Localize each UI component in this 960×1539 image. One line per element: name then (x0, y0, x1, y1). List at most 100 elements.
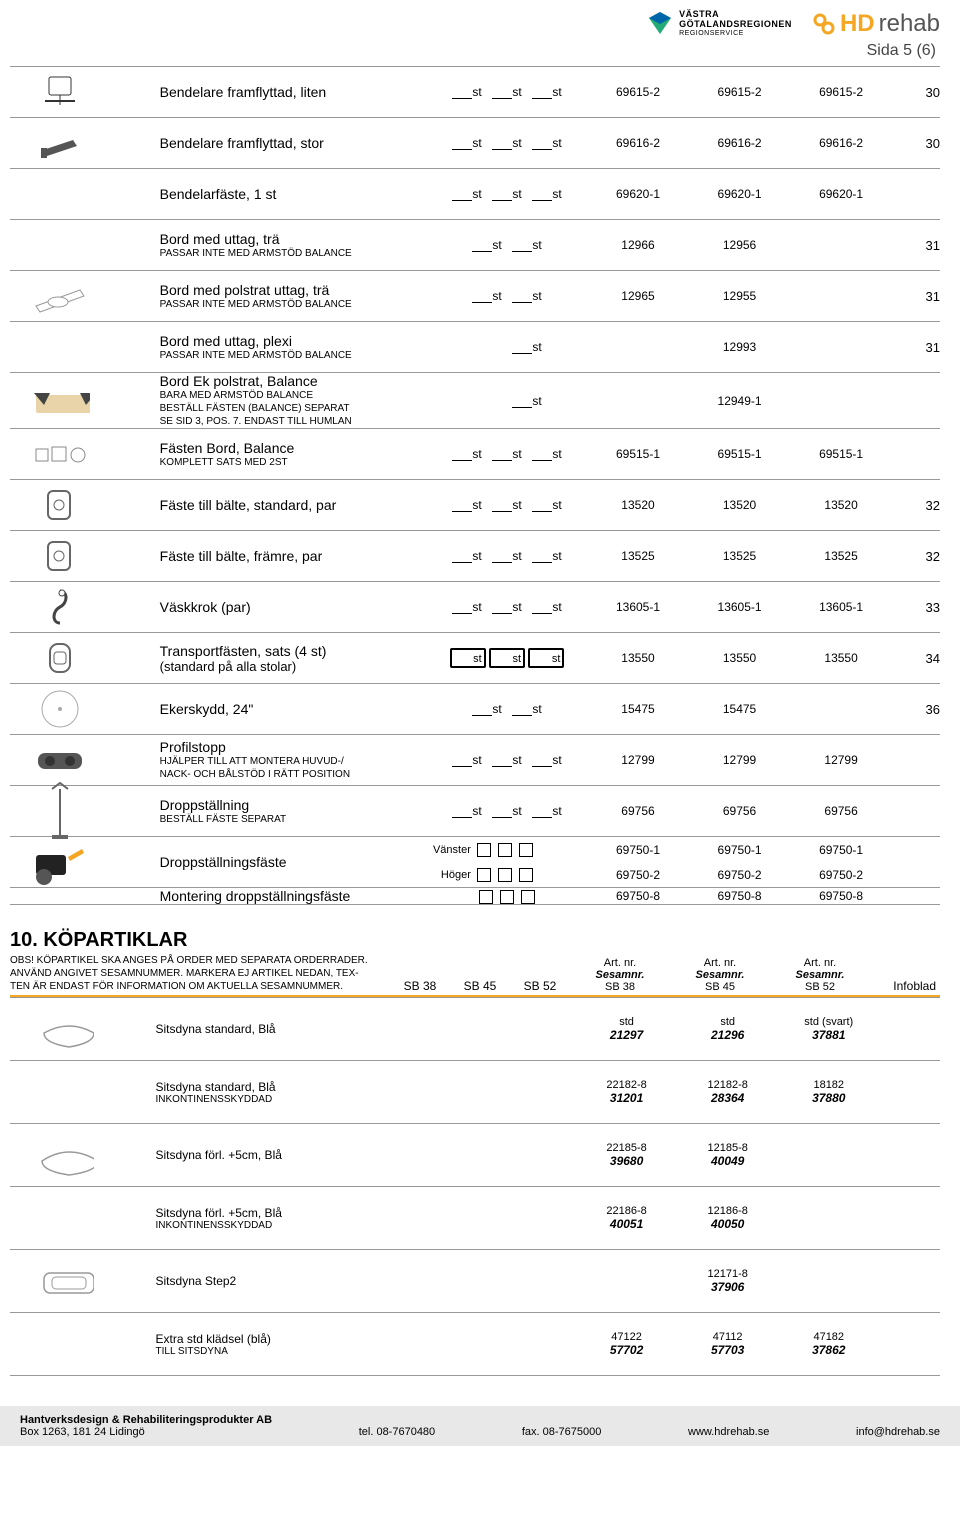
code-sb45: std21296 (677, 998, 778, 1061)
product-icon (30, 376, 90, 426)
row-title: Bord Ek polstrat, Balance (160, 373, 427, 389)
product-icon (30, 118, 90, 168)
qty-cell[interactable]: ststst (427, 169, 587, 220)
table-row: Fästen Bord, BalanceKOMPLETT SATS MED 2S… (10, 429, 940, 480)
code-1: 69615-2 (587, 67, 689, 118)
code-2: 12993 (689, 322, 791, 373)
qty-cell[interactable]: ststst (427, 582, 587, 633)
row-sub: TILL SITSDYNA (156, 1346, 391, 1357)
qty-cell[interactable]: stst (427, 220, 587, 271)
info-num: 36 (892, 684, 940, 735)
checkbox[interactable] (477, 868, 491, 882)
artnr1: Art. nr. (570, 957, 670, 969)
product-icon (30, 837, 90, 887)
qty-cell[interactable]: stst (427, 684, 587, 735)
checkbox[interactable] (477, 843, 491, 857)
qty-cell[interactable]: ststst (427, 67, 587, 118)
vg-line3: REGIONSERVICE (679, 30, 792, 38)
code-1: 69750-8 (587, 888, 689, 905)
code-3: 69615-2 (790, 67, 892, 118)
info-num: 31 (892, 220, 940, 271)
row-title: Bendelarfäste, 1 st (160, 186, 427, 202)
row-title: Bendelare framflyttad, liten (160, 84, 427, 100)
checkbox[interactable] (519, 868, 533, 882)
qty-cell[interactable]: stst (427, 271, 587, 322)
checkbox[interactable] (519, 843, 533, 857)
row-title: Bord med polstrat uttag, trä (160, 282, 427, 298)
table-row: Fäste till bälte, standard, par ststst 1… (10, 480, 940, 531)
checkbox[interactable] (500, 890, 514, 904)
table-row: Bendelare framflyttad, stor ststst 69616… (10, 118, 940, 169)
footer-fax: fax. 08-7675000 (522, 1426, 602, 1438)
row-title: Droppställningsfäste (160, 854, 427, 870)
checkbox[interactable] (521, 890, 535, 904)
qty-cell[interactable]: ststst (427, 735, 587, 786)
info-num (892, 786, 940, 837)
infoblad-h: Infoblad (870, 979, 940, 993)
table-row: Transportfästen, sats (4 st)(standard på… (10, 633, 940, 684)
rehab-logo-icon (812, 12, 836, 36)
sb38-h: SB 38 (390, 979, 450, 993)
qty-cell[interactable]: ststst (427, 786, 587, 837)
code-2: 69615-2 (689, 67, 791, 118)
product-icon (34, 1193, 94, 1243)
product-icon (30, 735, 90, 785)
checkbox[interactable] (498, 868, 512, 882)
code-3: 13525 (790, 531, 892, 582)
artnr3: Art. nr. (770, 957, 870, 969)
code-3: 13605-1 (790, 582, 892, 633)
table-row: Sitsdyna standard, Blå std21297 std21296… (10, 998, 940, 1061)
checkbox[interactable] (498, 843, 512, 857)
hoger-label: Höger (427, 869, 477, 881)
checkbox[interactable] (479, 890, 493, 904)
qty-cell[interactable]: ststst (427, 429, 587, 480)
footer-addr: Box 1263, 181 24 Lidingö (20, 1426, 272, 1438)
hsb52: SB 52 (770, 981, 870, 993)
code-3: 69515-1 (790, 429, 892, 480)
qty-cell[interactable]: ststst (427, 480, 587, 531)
code-2: 69616-2 (689, 118, 791, 169)
section2-header: OBS! KÖPARTIKEL SKA ANGES PÅ ORDER MED S… (10, 954, 940, 993)
qty-cell[interactable]: ststst (427, 118, 587, 169)
footer-www: www.hdrehab.se (688, 1426, 769, 1438)
table-row: Bord Ek polstrat, BalanceBARA MED ARMSTÖ… (10, 373, 940, 429)
code-1: 69750-1 (587, 837, 689, 863)
code-sb52: 4718237862 (778, 1313, 879, 1376)
product-icon (34, 1130, 94, 1180)
qty-cell[interactable]: st (427, 373, 587, 429)
row-sub: INKONTINENSSKYDDAD (156, 1094, 391, 1105)
code-3: 69750-2 (790, 862, 892, 888)
footer-tel: tel. 08-7670480 (359, 1426, 435, 1438)
code-3: 69756 (790, 786, 892, 837)
footer-email: info@hdrehab.se (856, 1426, 940, 1438)
table-row: Sitsdyna förl. +5cm, Blå 22185-839680 12… (10, 1124, 940, 1187)
qty-cell[interactable]: st st st (427, 633, 587, 684)
code-2: 69620-1 (689, 169, 791, 220)
product-icon (34, 1319, 94, 1369)
code-sb52 (778, 1187, 879, 1250)
table-row: Montering droppställningsfäste 69750-8 6… (10, 888, 940, 905)
table-row: Bord med polstrat uttag, träPASSAR INTE … (10, 271, 940, 322)
code-2: 69750-2 (689, 862, 791, 888)
code-3 (790, 322, 892, 373)
code-2: 12956 (689, 220, 791, 271)
row-title: Bord med uttag, plexi (160, 333, 427, 349)
info-num (892, 735, 940, 786)
qty-cell[interactable]: st (427, 322, 587, 373)
code-2: 69756 (689, 786, 791, 837)
code-sb38: 4712257702 (576, 1313, 677, 1376)
info-num (892, 373, 940, 429)
code-2: 12949-1 (689, 373, 791, 429)
table-row: Droppställningsfäste Vänster 69750-1 697… (10, 837, 940, 863)
code-3: 13520 (790, 480, 892, 531)
code-3 (790, 373, 892, 429)
code-1: 69750-2 (587, 862, 689, 888)
qty-cell[interactable]: ststst (427, 531, 587, 582)
code-1: 69620-1 (587, 169, 689, 220)
rehab-hd: HD (840, 10, 875, 38)
product-icon (30, 582, 90, 632)
table-row: DroppställningBESTÄLL FÄSTE SEPARAT stst… (10, 786, 940, 837)
code-1: 13520 (587, 480, 689, 531)
code-sb45: 12186-840050 (677, 1187, 778, 1250)
info-num: 30 (892, 67, 940, 118)
